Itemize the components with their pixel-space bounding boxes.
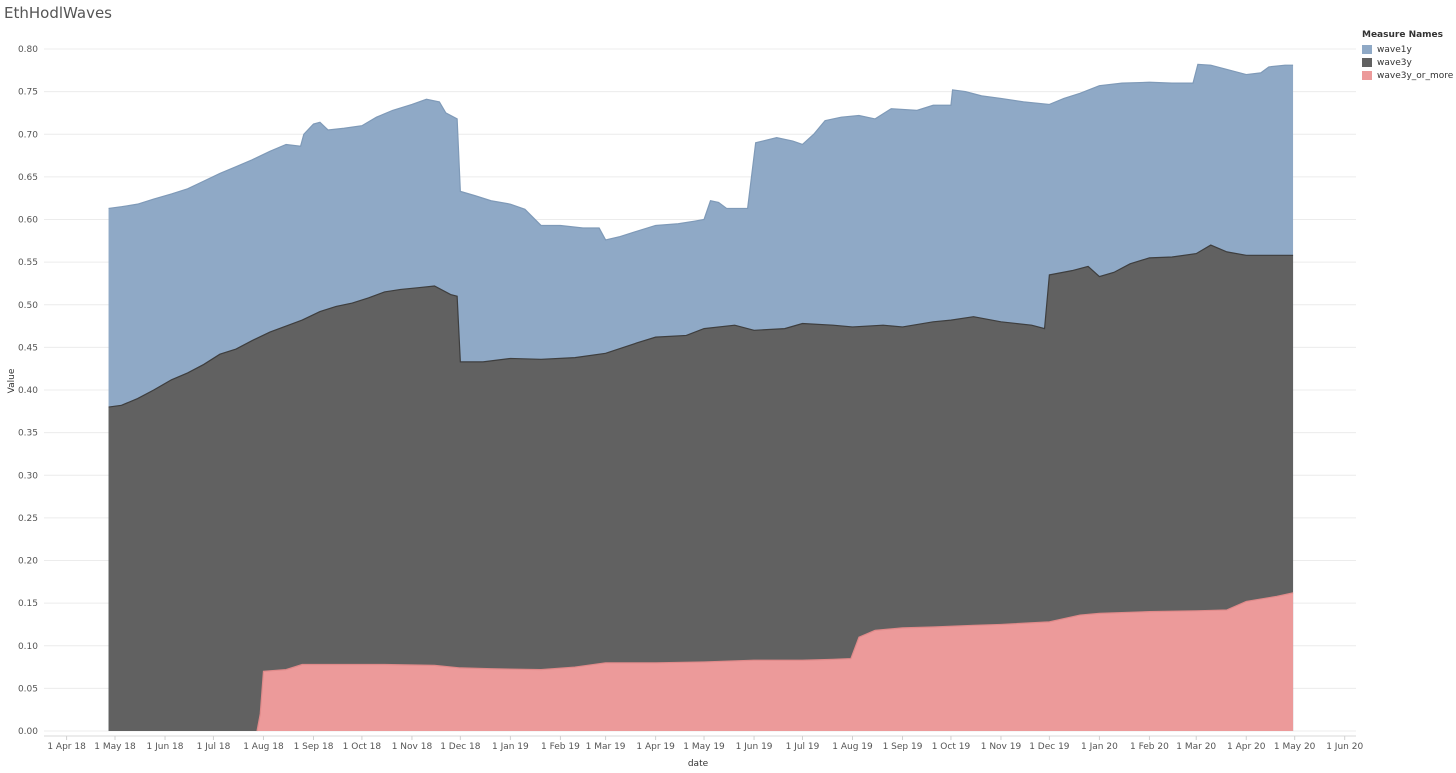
legend: Measure Names wave1y wave3y wave3y_or_more (1362, 30, 1453, 82)
x-tick-label: 1 Oct 19 (932, 742, 971, 752)
legend-items: wave1y wave3y wave3y_or_more (1362, 43, 1453, 82)
legend-item-wave3y-or-more[interactable]: wave3y_or_more (1362, 69, 1453, 82)
legend-item-wave3y[interactable]: wave3y (1362, 56, 1453, 69)
x-tick-label: 1 Sep 19 (883, 742, 923, 752)
line-wave1y (108, 63, 1294, 241)
x-tick-label: 1 Oct 18 (343, 742, 382, 752)
x-tick-label: 1 Aug 18 (243, 742, 284, 752)
x-tick-label: 1 Apr 19 (636, 742, 675, 752)
legend-swatch (1362, 71, 1372, 80)
x-tick-label: 1 Nov 19 (981, 742, 1022, 752)
y-tick-label: 0.80 (18, 45, 38, 55)
x-tick-label: 1 Dec 18 (440, 742, 481, 752)
x-tick-label: 1 Jun 18 (147, 742, 184, 752)
chart-title: EthHodlWaves (4, 4, 112, 22)
y-tick-label: 0.60 (18, 216, 38, 226)
x-tick-label: 1 Jun 19 (736, 742, 773, 752)
y-tick-label: 0.75 (18, 88, 38, 98)
y-tick-label: 0.35 (18, 429, 38, 439)
area-wave3y[interactable] (108, 245, 1294, 731)
legend-swatch (1362, 58, 1372, 67)
y-tick-label: 0.25 (18, 514, 38, 524)
x-tick-label: 1 Aug 19 (832, 742, 873, 752)
y-tick-label: 0.20 (18, 557, 38, 567)
x-tick-label: 1 Jul 19 (786, 742, 820, 752)
y-tick-label: 0.00 (18, 727, 38, 737)
x-tick-label: 1 Jan 19 (492, 742, 529, 752)
x-tick-label: 1 Nov 18 (392, 742, 433, 752)
x-tick-label: 1 May 18 (94, 742, 136, 752)
area-wave3y-or-more[interactable] (257, 592, 1294, 731)
y-tick-label: 0.45 (18, 343, 38, 353)
x-tick-label: 1 Mar 19 (586, 742, 626, 752)
legend-swatch (1362, 45, 1372, 54)
x-tick-label: 1 Sep 18 (294, 742, 334, 752)
x-tick-label: 1 Jan 20 (1081, 742, 1118, 752)
x-tick-label: 1 May 20 (1274, 742, 1316, 752)
x-tick-label: 1 Feb 20 (1130, 742, 1169, 752)
y-tick-label: 0.55 (18, 258, 38, 268)
legend-label: wave1y (1377, 44, 1412, 55)
y-tick-label: 0.05 (18, 684, 38, 694)
x-tick-label: 1 Mar 20 (1176, 742, 1216, 752)
y-tick-label: 0.65 (18, 173, 38, 183)
x-tick-label: 1 Apr 18 (47, 742, 86, 752)
y-axis-title: Value (7, 368, 17, 393)
x-tick-label: 1 Jun 20 (1326, 742, 1363, 752)
x-tick-label: 1 Jul 18 (197, 742, 231, 752)
series-areas (108, 63, 1294, 732)
line-wave3y (108, 244, 1294, 408)
legend-label: wave3y_or_more (1377, 70, 1454, 81)
x-tick-label: 1 Feb 19 (541, 742, 580, 752)
axes: 0.00 0.05 0.10 0.15 0.20 0.25 0.30 0.35 0.40 0.45… (18, 45, 1364, 752)
y-tick-label: 0.40 (18, 386, 38, 396)
line-wave3y-or-more (256, 592, 1294, 732)
y-tick-label: 0.70 (18, 130, 38, 140)
x-tick-label: 1 Apr 20 (1227, 742, 1266, 752)
y-tick-label: 0.50 (18, 301, 38, 311)
legend-item-wave1y[interactable]: wave1y (1362, 43, 1453, 56)
x-tick-label: 1 May 19 (683, 742, 725, 752)
legend-title: Measure Names (1362, 30, 1444, 40)
legend-label: wave3y (1377, 57, 1412, 68)
y-tick-label: 0.10 (18, 642, 38, 652)
y-tick-label: 0.30 (18, 471, 38, 481)
x-axis-title: date (688, 759, 709, 769)
y-tick-label: 0.15 (18, 599, 38, 609)
x-tick-label: 1 Dec 19 (1029, 742, 1070, 752)
